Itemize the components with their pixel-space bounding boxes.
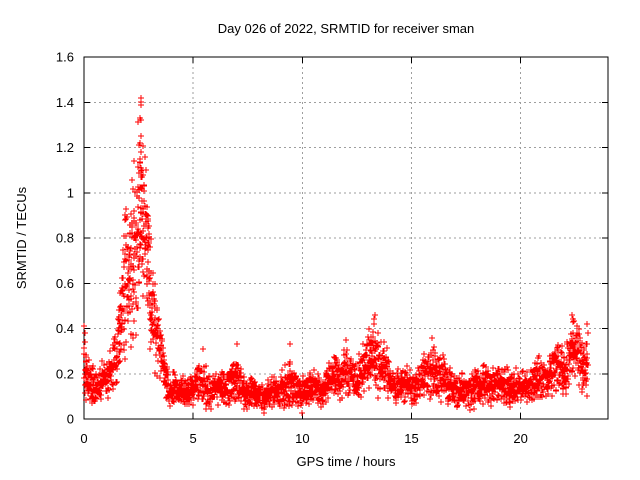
x-tick-label: 10: [295, 431, 309, 446]
y-tick-label: 0: [67, 412, 74, 427]
y-tick-label: 1.4: [56, 95, 74, 110]
y-tick-label: 0.4: [56, 321, 74, 336]
chart-title: Day 026 of 2022, SRMTID for receiver sma…: [218, 21, 475, 36]
x-axis-label: GPS time / hours: [297, 454, 396, 469]
y-tick-label: 0.2: [56, 366, 74, 381]
y-tick-label: 1.2: [56, 140, 74, 155]
y-tick-label: 0.6: [56, 276, 74, 291]
x-tick-label: 15: [404, 431, 418, 446]
y-tick-label: 1.6: [56, 50, 74, 65]
x-tick-label: 20: [513, 431, 527, 446]
plot-border: [83, 56, 609, 420]
scatter-plus-markers: [81, 95, 591, 416]
y-tick-label: 0.8: [56, 231, 74, 246]
x-tick-label: 5: [190, 431, 197, 446]
y-axis-label: SRMTID / TECUs: [14, 186, 29, 289]
y-tick-label: 1: [67, 185, 74, 200]
y-tick-labels: 0 0.2 0.4 0.6 0.8 1 1.2 1.4 1.6: [56, 50, 74, 427]
x-tick-label: 0: [80, 431, 87, 446]
x-tick-labels: 0 5 10 15 20: [80, 431, 528, 446]
data-points: [81, 95, 591, 416]
